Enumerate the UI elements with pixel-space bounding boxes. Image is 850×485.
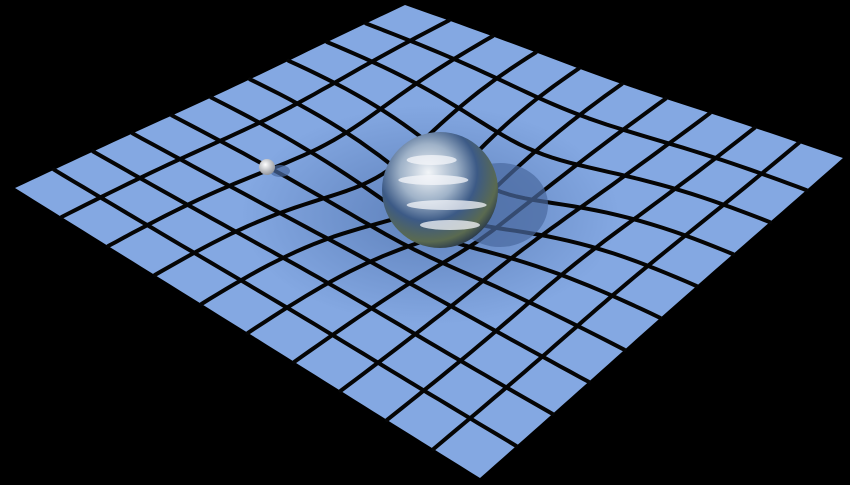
earth-cloud <box>406 200 487 210</box>
grid-line <box>91 149 555 416</box>
earth-cloud <box>420 220 480 230</box>
grid-line <box>338 111 712 393</box>
grid-line <box>292 96 668 364</box>
grid-line <box>52 167 519 448</box>
earth-cloud <box>398 175 469 185</box>
moon <box>259 159 275 175</box>
earth-cloud <box>406 155 457 165</box>
earth <box>382 132 498 248</box>
grid-line <box>431 140 801 451</box>
grid-line <box>170 113 627 352</box>
grid-line <box>385 125 757 422</box>
grid-sheet <box>15 5 843 478</box>
moon-shadow <box>270 165 290 177</box>
grid-line <box>130 131 591 384</box>
